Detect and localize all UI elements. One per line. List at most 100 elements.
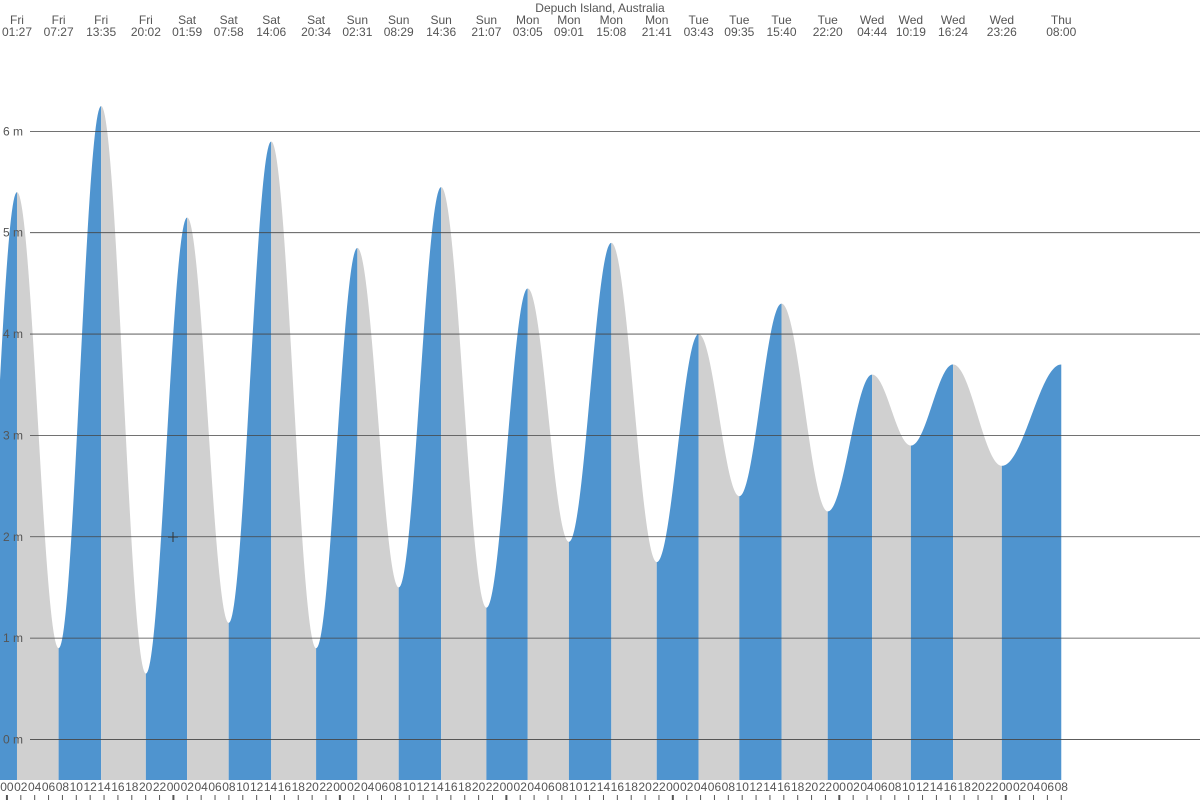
extreme-day-label: Sat [178, 13, 197, 27]
hour-tick-label: 02 [514, 780, 528, 794]
extreme-day-label: Wed [860, 13, 884, 27]
extreme-time-label: 08:29 [384, 25, 414, 39]
rising-tide-segment [486, 288, 528, 780]
falling-tide-segment [357, 247, 399, 780]
rising-tide-segment [316, 247, 358, 780]
extreme-time-label: 01:27 [2, 25, 32, 39]
extreme-time-label: 08:00 [1046, 25, 1076, 39]
hour-tick-label: 12 [749, 780, 763, 794]
extreme-day-label: Wed [941, 13, 965, 27]
hour-tick-label: 18 [957, 780, 971, 794]
falling-tide-segment [781, 303, 828, 780]
hour-tick-label: 02 [846, 780, 860, 794]
rising-tide-segment [0, 192, 17, 780]
hour-tick-label: 22 [652, 780, 666, 794]
hour-tick-label: 18 [292, 780, 306, 794]
hour-tick-label: 08 [722, 780, 736, 794]
hour-tick-label: 22 [819, 780, 833, 794]
extreme-day-label: Sun [388, 13, 409, 27]
crosshair-cursor [168, 532, 178, 542]
hour-tick-label: 08 [555, 780, 569, 794]
falling-tide-segment [953, 364, 1002, 780]
rising-tide-segment [910, 364, 954, 780]
extreme-time-label: 15:08 [596, 25, 626, 39]
hour-tick-label: 10 [569, 780, 583, 794]
extreme-time-labels: Thu19:30Fri01:27Fri07:27Fri13:35Fri20:02… [2, 13, 1077, 39]
extreme-day-label: Fri [10, 13, 24, 27]
chart-title: Depuch Island, Australia [535, 1, 665, 15]
hour-tick-label: 02 [181, 780, 195, 794]
hour-tick-label: 14 [597, 780, 611, 794]
hour-tick-label: 20 [971, 780, 985, 794]
hour-tick-label: 10 [736, 780, 750, 794]
hour-tick-label: 18 [125, 780, 139, 794]
extreme-day-label: Sun [347, 13, 368, 27]
hour-tick-label: 04 [28, 780, 42, 794]
extreme-time-label: 03:05 [513, 25, 543, 39]
extreme-day-label: Sat [220, 13, 239, 27]
rising-tide-segment [568, 242, 612, 781]
extreme-day-label: Thu [1051, 13, 1072, 27]
falling-tide-segment [187, 217, 229, 780]
hour-tick-label: 06 [541, 780, 555, 794]
falling-tide-segment [872, 374, 911, 780]
extreme-time-label: 01:59 [172, 25, 202, 39]
y-tick-label: 1 m [3, 631, 23, 645]
y-tick-label: 5 m [3, 226, 23, 240]
hour-tick-label: 10 [70, 780, 84, 794]
hour-tick-label: 00 [833, 780, 847, 794]
extreme-time-label: 21:41 [642, 25, 672, 39]
hour-tick-label: 12 [583, 780, 597, 794]
hour-tick-label: 04 [860, 780, 874, 794]
extreme-time-label: 09:35 [724, 25, 754, 39]
hour-tick-label: 10 [902, 780, 916, 794]
extreme-day-label: Tue [689, 13, 710, 27]
y-tick-label: 3 m [3, 428, 23, 442]
hour-tick-label: 16 [944, 780, 958, 794]
hour-tick-label: 16 [611, 780, 625, 794]
falling-tide-segment [527, 288, 569, 780]
hour-tick-labels: 2022000204060810121416182022000204060810… [0, 780, 1068, 800]
hour-tick-label: 08 [222, 780, 236, 794]
hour-tick-label: 08 [888, 780, 902, 794]
extreme-day-label: Mon [600, 13, 623, 27]
extreme-time-label: 21:07 [471, 25, 501, 39]
extreme-time-label: 02:31 [342, 25, 372, 39]
hour-tick-label: 06 [1041, 780, 1055, 794]
hour-tick-label: 18 [625, 780, 639, 794]
extreme-time-label: 10:19 [896, 25, 926, 39]
rising-tide-segment [145, 217, 188, 780]
tide-area [0, 106, 1062, 781]
hour-tick-label: 16 [111, 780, 125, 794]
hour-tick-label: 08 [56, 780, 70, 794]
hour-tick-label: 10 [403, 780, 417, 794]
hour-tick-label: 00 [333, 780, 347, 794]
rising-tide-segment [58, 106, 102, 780]
hour-tick-label: 20 [139, 780, 153, 794]
hour-tick-label: 12 [250, 780, 264, 794]
hour-tick-label: 22 [319, 780, 333, 794]
hour-tick-label: 18 [458, 780, 472, 794]
extreme-day-label: Tue [818, 13, 839, 27]
extreme-day-label: Fri [52, 13, 66, 27]
hour-tick-label: 06 [375, 780, 389, 794]
hour-tick-label: 10 [236, 780, 250, 794]
hour-tick-label: 06 [708, 780, 722, 794]
extreme-time-label: 14:06 [256, 25, 286, 39]
hour-tick-label: 00 [999, 780, 1013, 794]
hour-tick-label: 20 [805, 780, 819, 794]
extreme-time-label: 03:43 [684, 25, 714, 39]
hour-tick-label: 04 [1027, 780, 1041, 794]
hour-tick-label: 20 [638, 780, 652, 794]
hour-tick-label: 16 [777, 780, 791, 794]
hour-tick-label: 00 [666, 780, 680, 794]
rising-tide-segment [656, 334, 699, 780]
hour-tick-label: 16 [278, 780, 292, 794]
hour-tick-label: 08 [389, 780, 403, 794]
hour-tick-label: 14 [930, 780, 944, 794]
hour-tick-label: 22 [486, 780, 500, 794]
y-tick-label: 0 m [3, 732, 23, 746]
extreme-time-label: 04:44 [857, 25, 887, 39]
falling-tide-segment [101, 106, 146, 780]
